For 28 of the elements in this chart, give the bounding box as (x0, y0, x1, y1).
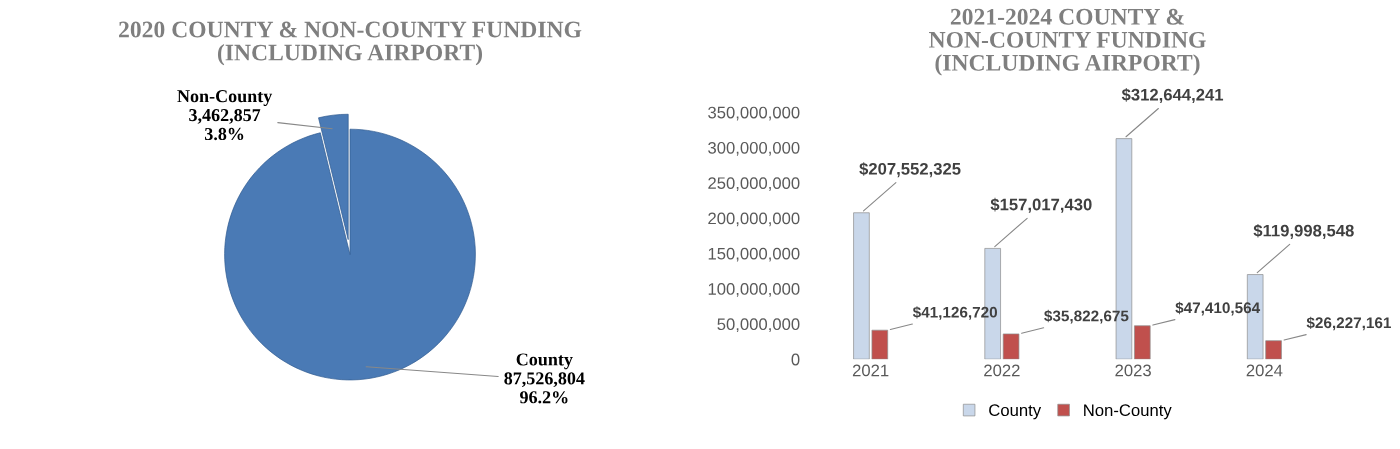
x-tick-label: 2022 (984, 364, 1020, 377)
data-label: $35,822,675 (1044, 309, 1129, 324)
y-tick-label: 350,000,000 (708, 106, 800, 121)
data-label: $157,017,430 (990, 197, 1092, 213)
y-tick-label: 250,000,000 (708, 177, 800, 191)
legend-label: Non-County (1084, 404, 1172, 420)
data-label: $41,126,720 (912, 306, 998, 320)
data-label: $312,644,241 (1121, 88, 1224, 104)
data-label: $26,227,161 (1306, 316, 1391, 331)
legend-label: County (989, 404, 1042, 420)
data-label: $207,552,325 (859, 162, 961, 178)
data-label: $47,410,564 (1175, 301, 1261, 316)
y-tick-label: 0 (791, 353, 800, 366)
y-tick-label: 300,000,000 (708, 141, 800, 156)
y-tick-label: 150,000,000 (708, 247, 800, 262)
y-tick-label: 100,000,000 (708, 283, 800, 297)
x-tick-label: 2021 (852, 364, 889, 377)
data-label: $119,998,548 (1253, 223, 1354, 239)
slice-label: Non-County (177, 90, 273, 106)
x-tick-label: 2024 (1246, 364, 1283, 377)
y-tick-label: 200,000,000 (708, 212, 800, 227)
y-tick-label: 50,000,000 (717, 318, 800, 333)
data-label: 3,462,857 3.8% (189, 108, 261, 141)
chart-title: 2021-2024 COUNTY & NON-COUNTY FUNDING (INCLUDING AIRPORT) (929, 8, 1206, 76)
slice-label: County (516, 353, 573, 370)
x-tick-label: 2023 (1115, 364, 1151, 377)
chart-title: 2020 COUNTY & NON-COUNTY FUNDING (INCLUDING AIRPORT) (119, 21, 582, 66)
data-label: 87,526,804 96.2% (504, 372, 585, 404)
